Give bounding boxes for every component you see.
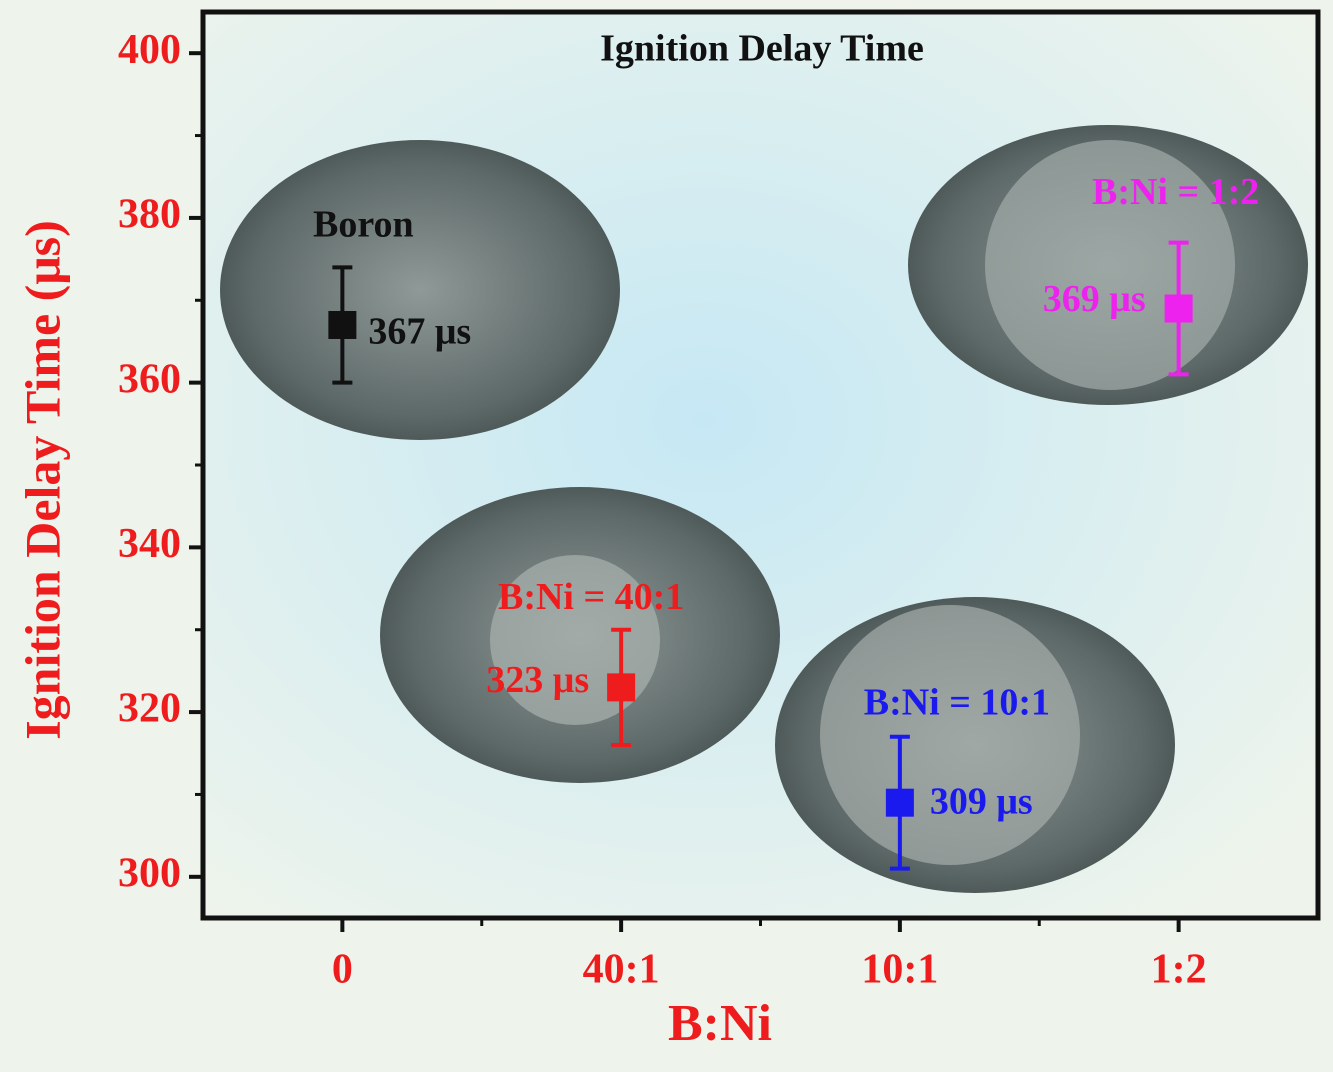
- x-tick-label: 1:2: [1151, 947, 1207, 993]
- y-tick-label: 320: [118, 686, 181, 732]
- point-label: B:Ni = 1:2: [1092, 171, 1259, 213]
- x-tick-label: 0: [332, 947, 353, 993]
- y-tick-label: 400: [118, 27, 181, 73]
- marker: [1164, 294, 1193, 323]
- x-tick-label: 10:1: [861, 947, 938, 993]
- particle: [985, 140, 1235, 390]
- point-label: Boron: [313, 204, 414, 246]
- x-tick-label: 40:1: [583, 947, 660, 993]
- y-tick-label: 380: [118, 192, 181, 238]
- value-label: 323 μs: [486, 659, 589, 701]
- y-axis-title: Ignition Delay Time (μs): [14, 220, 70, 740]
- marker: [607, 673, 636, 702]
- point-label: B:Ni = 40:1: [498, 576, 684, 618]
- value-label: 369 μs: [1043, 278, 1146, 320]
- y-tick-label: 360: [118, 356, 181, 402]
- y-tick-label: 340: [118, 521, 181, 567]
- sem-image: [220, 140, 620, 440]
- point-label: B:Ni = 10:1: [864, 681, 1050, 723]
- x-axis-title: B:Ni: [668, 995, 772, 1052]
- sem-images: [220, 125, 1308, 893]
- y-tick-label: 300: [118, 850, 181, 896]
- marker: [328, 310, 357, 339]
- marker: [885, 788, 914, 817]
- value-label: 309 μs: [930, 780, 1033, 822]
- chart-title: Ignition Delay Time: [600, 28, 924, 70]
- particle: [820, 605, 1080, 865]
- value-label: 367 μs: [368, 311, 471, 353]
